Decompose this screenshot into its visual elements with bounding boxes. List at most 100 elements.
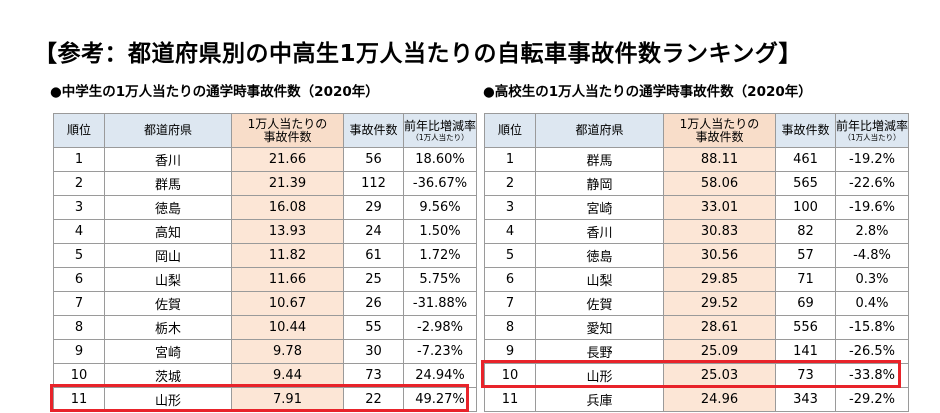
table-row: 9 長野 25.09 141 -26.5% xyxy=(484,339,910,364)
rank-cell: 5 xyxy=(484,243,536,268)
prefecture-cell: 山梨 xyxy=(535,267,664,292)
count-cell: 565 xyxy=(775,171,836,196)
count-cell: 57 xyxy=(775,243,836,268)
per10k-cell: 9.78 xyxy=(231,339,344,364)
prefecture-cell: 香川 xyxy=(104,147,232,172)
count-cell: 55 xyxy=(343,315,404,340)
per10k-cell: 30.56 xyxy=(663,243,776,268)
count-header: 事故件数 xyxy=(343,113,404,148)
table-row: 7 佐賀 29.52 69 0.4% xyxy=(484,291,910,316)
rank-cell: 2 xyxy=(484,171,536,196)
per10k-cell: 25.09 xyxy=(663,339,776,364)
per10k-cell: 28.61 xyxy=(663,315,776,340)
prefecture-cell: 高知 xyxy=(104,219,232,244)
count-cell: 82 xyxy=(775,219,836,244)
table-row: 8 栃木 10.44 55 -2.98% xyxy=(53,315,478,340)
per10k-cell: 7.91 xyxy=(231,387,344,412)
prefecture-cell: 長野 xyxy=(535,339,664,364)
table-row: 4 香川 30.83 82 2.8% xyxy=(484,219,910,244)
yoy-cell: 5.75% xyxy=(402,267,478,292)
yoy-cell: -4.8% xyxy=(834,243,910,268)
per10k-cell: 30.83 xyxy=(663,219,776,244)
prefecture-cell: 宮崎 xyxy=(535,195,664,220)
prefecture-cell: 佐賀 xyxy=(104,291,232,316)
per10k-cell: 24.96 xyxy=(663,387,776,412)
per10k-cell: 11.66 xyxy=(231,267,344,292)
yoy-header: 前年比増減率 （1万人当たり） xyxy=(834,113,910,148)
table-row: 11 山形 7.91 22 49.27% xyxy=(53,387,478,412)
rank-cell: 4 xyxy=(53,219,105,244)
yoy-cell: 18.60% xyxy=(402,147,478,172)
prefecture-header: 都道府県 xyxy=(104,113,232,148)
prefecture-header: 都道府県 xyxy=(535,113,664,148)
yoy-cell: 9.56% xyxy=(402,195,478,220)
per10k-cell: 13.93 xyxy=(231,219,344,244)
rank-cell: 8 xyxy=(484,315,536,340)
prefecture-cell: 岡山 xyxy=(104,243,232,268)
prefecture-cell: 兵庫 xyxy=(535,387,664,412)
rank-cell: 1 xyxy=(53,147,105,172)
table-row: 2 静岡 58.06 565 -22.6% xyxy=(484,171,910,196)
count-cell: 141 xyxy=(775,339,836,364)
prefecture-cell: 徳島 xyxy=(104,195,232,220)
table-row: 2 群馬 21.39 112 -36.67% xyxy=(53,171,478,196)
per10k-cell: 9.44 xyxy=(231,363,344,388)
table-row: 1 群馬 88.11 461 -19.2% xyxy=(484,147,910,172)
rank-cell: 1 xyxy=(484,147,536,172)
prefecture-cell: 山形 xyxy=(104,387,232,412)
table-row: 3 宮崎 33.01 100 -19.6% xyxy=(484,195,910,220)
high-school-ranking-table: 順位 都道府県 1万人当たりの 事故件数 事故件数 前年比増減率 （1万人当たり） … xyxy=(484,113,910,412)
rank-cell: 6 xyxy=(484,267,536,292)
table-row: 5 岡山 11.82 61 1.72% xyxy=(53,243,478,268)
table-row: 10 茨城 9.44 73 24.94% xyxy=(53,363,478,388)
rank-header: 順位 xyxy=(53,113,105,148)
rank-cell: 7 xyxy=(484,291,536,316)
per10k-cell: 29.85 xyxy=(663,267,776,292)
prefecture-cell: 佐賀 xyxy=(535,291,664,316)
table-row: 4 高知 13.93 24 1.50% xyxy=(53,219,478,244)
table-row: 8 愛知 28.61 556 -15.8% xyxy=(484,315,910,340)
rank-cell: 10 xyxy=(484,363,536,388)
rank-cell: 8 xyxy=(53,315,105,340)
per10k-cell: 10.67 xyxy=(231,291,344,316)
per10k-cell: 29.52 xyxy=(663,291,776,316)
yoy-cell: -2.98% xyxy=(402,315,478,340)
rank-cell: 11 xyxy=(484,387,536,412)
count-cell: 461 xyxy=(775,147,836,172)
prefecture-cell: 静岡 xyxy=(535,171,664,196)
prefecture-cell: 徳島 xyxy=(535,243,664,268)
prefecture-cell: 群馬 xyxy=(104,171,232,196)
rank-cell: 11 xyxy=(53,387,105,412)
count-cell: 71 xyxy=(775,267,836,292)
yoy-cell: -19.2% xyxy=(834,147,910,172)
yoy-cell: 1.50% xyxy=(402,219,478,244)
per10k-cell: 58.06 xyxy=(663,171,776,196)
yoy-cell: 49.27% xyxy=(402,387,478,412)
count-cell: 112 xyxy=(343,171,404,196)
count-cell: 61 xyxy=(343,243,404,268)
table-row: 5 徳島 30.56 57 -4.8% xyxy=(484,243,910,268)
rank-cell: 7 xyxy=(53,291,105,316)
prefecture-cell: 茨城 xyxy=(104,363,232,388)
per10k-cell: 16.08 xyxy=(231,195,344,220)
prefecture-cell: 山梨 xyxy=(104,267,232,292)
per10k-cell: 25.03 xyxy=(663,363,776,388)
count-cell: 29 xyxy=(343,195,404,220)
per10k-cell: 33.01 xyxy=(663,195,776,220)
rank-cell: 3 xyxy=(53,195,105,220)
rank-cell: 4 xyxy=(484,219,536,244)
yoy-cell: -26.5% xyxy=(834,339,910,364)
yoy-cell: -33.8% xyxy=(834,363,910,388)
yoy-cell: -19.6% xyxy=(834,195,910,220)
count-cell: 56 xyxy=(343,147,404,172)
junior-high-ranking-table: 順位 都道府県 1万人当たりの 事故件数 事故件数 前年比増減率 （1万人当たり） … xyxy=(53,113,478,412)
per10k-cell: 88.11 xyxy=(663,147,776,172)
rank-cell: 6 xyxy=(53,267,105,292)
prefecture-cell: 群馬 xyxy=(535,147,664,172)
table-row: 11 兵庫 24.96 343 -29.2% xyxy=(484,387,910,412)
yoy-header: 前年比増減率 （1万人当たり） xyxy=(402,113,478,148)
count-cell: 30 xyxy=(343,339,404,364)
count-cell: 25 xyxy=(343,267,404,292)
prefecture-cell: 香川 xyxy=(535,219,664,244)
rank-cell: 9 xyxy=(484,339,536,364)
